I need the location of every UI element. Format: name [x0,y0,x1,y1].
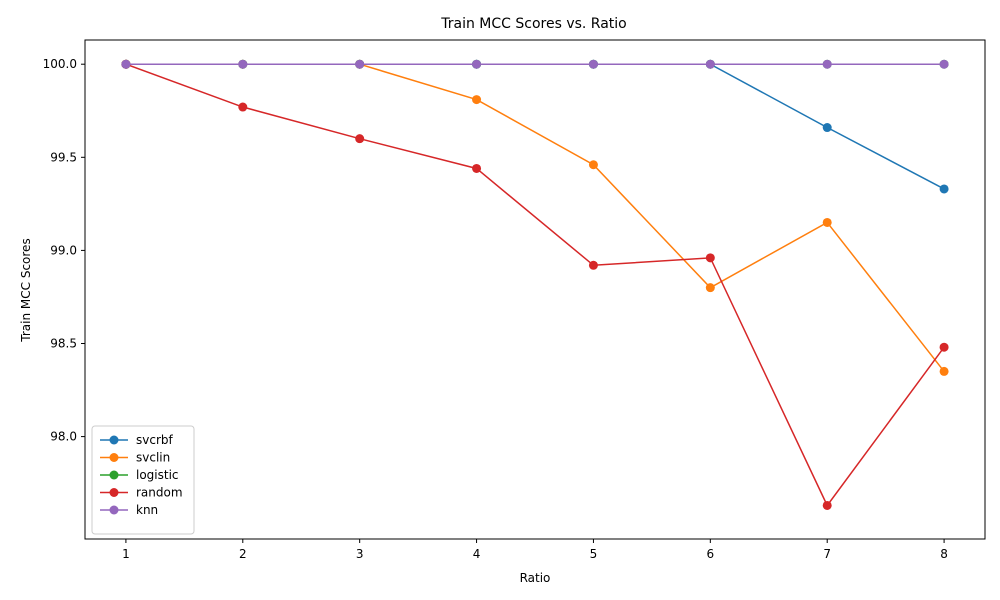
legend-box [91,425,195,535]
legend-marker [109,470,119,480]
data-point [588,160,598,170]
y-tick-label: 98.0 [50,430,77,444]
y-axis-label: Train MCC Scores [19,238,33,342]
data-point [705,59,715,69]
x-tick-label: 6 [707,547,715,561]
y-tick-label: 99.0 [50,243,77,257]
legend-label: knn [136,503,158,517]
data-point [588,59,598,69]
data-point [238,102,248,112]
x-tick-label: 4 [473,547,481,561]
legend-marker [109,488,119,497]
chart-title: Train MCC Scores vs. Ratio [440,16,627,32]
plot-area [85,40,985,539]
legend-marker [109,435,119,445]
x-axis: 1 2 3 4 5 6 7 8 [122,539,948,561]
y-tick-label: 100.0 [43,57,77,71]
x-tick-label: 2 [239,547,247,561]
legend-item: logistic [100,468,179,482]
legend-label: svclin [136,451,170,465]
data-point [355,59,365,69]
plot-frame [84,39,986,540]
data-point [822,500,832,510]
x-tick-label: 3 [356,547,364,561]
y-tick-label: 98.5 [50,336,77,350]
data-point [472,95,482,105]
legend: svcrbf svclin logistic random knn [91,425,195,535]
data-point [238,59,248,69]
x-tick-label: 5 [590,547,598,561]
x-tick-label: 7 [823,547,831,561]
data-point [939,342,949,352]
series-knn [121,59,949,69]
series-line [125,63,945,507]
data-point [472,59,482,69]
data-point [939,59,949,69]
legend-marker [109,453,119,462]
data-point [822,123,832,133]
data-point [822,59,832,69]
legend-item: knn [100,503,158,517]
legend-item: svcrbf [100,433,174,447]
data-point [588,260,598,270]
legend-item: random [100,486,183,500]
legend-label: svcrbf [136,433,174,447]
data-point [939,366,949,376]
data-point [355,134,365,144]
data-point [939,184,949,194]
x-tick-label: 8 [940,547,948,561]
data-point [705,253,715,263]
legend-label: random [136,486,183,500]
y-tick-label: 99.5 [50,150,77,164]
series-layer [121,59,949,510]
data-point [472,163,482,173]
legend-marker [109,505,119,515]
data-point [705,283,715,293]
x-tick-label: 1 [122,547,130,561]
data-point [822,217,832,227]
x-axis-label: Ratio [520,571,551,585]
legend-item: svclin [100,451,170,465]
data-point [121,59,131,69]
y-axis: 98.0 98.5 99.0 99.5 100.0 [43,57,85,444]
legend-label: logistic [136,468,179,482]
